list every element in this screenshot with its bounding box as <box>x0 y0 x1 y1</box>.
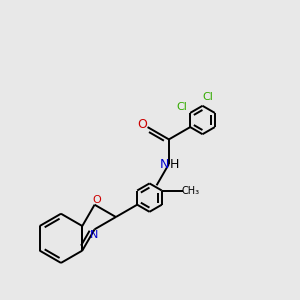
Text: Cl: Cl <box>202 92 213 102</box>
Text: O: O <box>93 195 101 205</box>
Text: H: H <box>170 158 180 171</box>
Text: N: N <box>90 230 98 240</box>
Text: O: O <box>137 118 147 131</box>
Text: N: N <box>159 158 169 171</box>
Text: CH₃: CH₃ <box>181 185 199 196</box>
Text: Cl: Cl <box>176 103 187 112</box>
